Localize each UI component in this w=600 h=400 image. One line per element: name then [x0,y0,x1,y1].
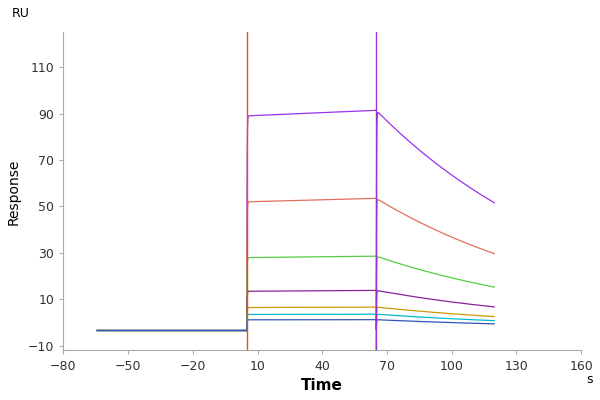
X-axis label: Time: Time [301,378,343,393]
Y-axis label: Response: Response [7,158,21,224]
Text: RU: RU [11,6,29,20]
Text: s: s [586,373,593,386]
